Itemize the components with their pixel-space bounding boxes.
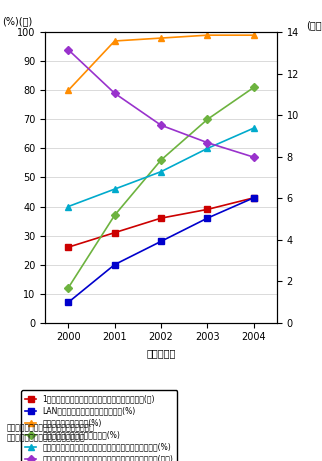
Y-axis label: (人／台): (人／台) — [306, 21, 322, 30]
Text: 文部科学省「学校における教育の情報化の
実態等に関する調査結果」により作成: 文部科学省「学校における教育の情報化の 実態等に関する調査結果」により作成 — [6, 423, 94, 443]
X-axis label: （年度末）: （年度末） — [146, 348, 176, 358]
Legend: 1学校当たりの教育用コンピュータ平均設置台数(台), LANに接続している普通教室の割合(%), インターネット接続率(%), うち高速インターネット接続率(%: 1学校当たりの教育用コンピュータ平均設置台数(台), LANに接続している普通教… — [21, 390, 177, 461]
Y-axis label: (%)(台): (%)(台) — [2, 17, 33, 26]
